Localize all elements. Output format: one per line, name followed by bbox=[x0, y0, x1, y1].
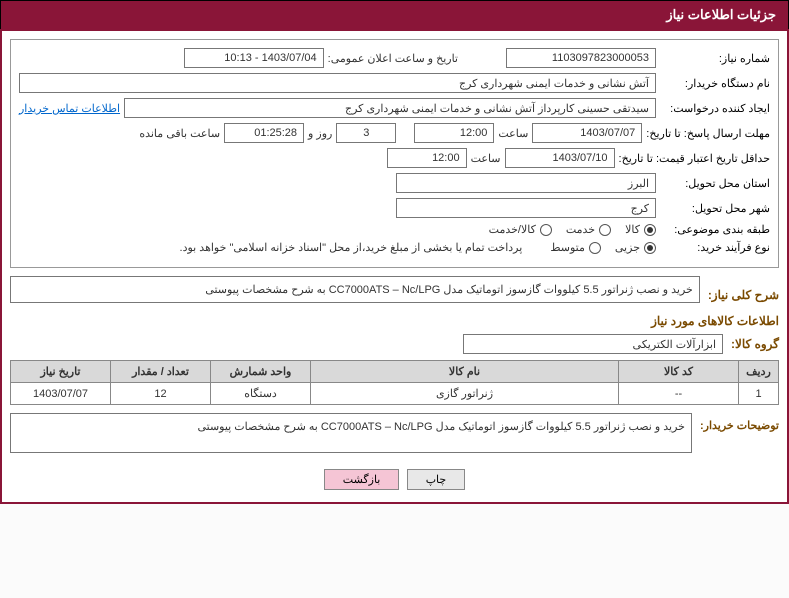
radio-goods[interactable]: کالا bbox=[625, 223, 656, 236]
table-row: 1 -- ژنراتور گازی دستگاه 12 1403/07/07 bbox=[11, 383, 779, 405]
requester-label: ایجاد کننده درخواست: bbox=[660, 102, 770, 115]
process-radios: جزیی متوسط bbox=[550, 241, 656, 254]
group-label: گروه کالا: bbox=[731, 337, 779, 351]
th-unit: واحد شمارش bbox=[211, 361, 311, 383]
radio-icon bbox=[644, 242, 656, 254]
th-code: کد کالا bbox=[619, 361, 739, 383]
form-area: شماره نیاز: 1103097823000053 تاریخ و ساع… bbox=[10, 39, 779, 268]
radio-partial-label: جزیی bbox=[615, 241, 640, 254]
cell-date: 1403/07/07 bbox=[11, 383, 111, 405]
cell-unit: دستگاه bbox=[211, 383, 311, 405]
radio-icon bbox=[599, 224, 611, 236]
need-no-label: شماره نیاز: bbox=[660, 52, 770, 65]
city-field: کرج bbox=[396, 198, 656, 218]
contact-link[interactable]: اطلاعات تماس خریدار bbox=[19, 102, 120, 115]
deadline-label: مهلت ارسال پاسخ: تا تاریخ: bbox=[646, 127, 770, 140]
cell-row: 1 bbox=[739, 383, 779, 405]
process-label: نوع فرآیند خرید: bbox=[660, 241, 770, 254]
radio-icon bbox=[644, 224, 656, 236]
radio-gs-label: کالا/خدمت bbox=[489, 223, 536, 236]
province-label: استان محل تحویل: bbox=[660, 177, 770, 190]
th-qty: تعداد / مقدار bbox=[111, 361, 211, 383]
validity-label: حداقل تاریخ اعتبار قیمت: تا تاریخ: bbox=[619, 152, 770, 165]
days-remaining: 3 bbox=[336, 123, 396, 143]
deadline-date: 1403/07/07 bbox=[532, 123, 642, 143]
cell-code: -- bbox=[619, 383, 739, 405]
requester-field: سیدتقی حسینی کارپرداز آتش نشانی و خدمات … bbox=[124, 98, 656, 118]
time-label-1: ساعت bbox=[498, 127, 528, 140]
countdown: 01:25:28 bbox=[224, 123, 304, 143]
goods-table: ردیف کد کالا نام کالا واحد شمارش تعداد /… bbox=[10, 360, 779, 405]
summary-box: خرید و نصب ژنراتور 5.5 کیلووات گازسوز ات… bbox=[10, 276, 700, 303]
buyer-notes: توضیحات خریدار: خرید و نصب ژنراتور 5.5 ک… bbox=[10, 413, 779, 453]
need-no-field: 1103097823000053 bbox=[506, 48, 656, 68]
table-header-row: ردیف کد کالا نام کالا واحد شمارش تعداد /… bbox=[11, 361, 779, 383]
radio-medium-label: متوسط bbox=[550, 241, 585, 254]
category-label: طبقه بندی موضوعی: bbox=[660, 223, 770, 236]
radio-goods-service[interactable]: کالا/خدمت bbox=[489, 223, 552, 236]
summary-label: شرح کلی نیاز: bbox=[708, 282, 779, 302]
buyer-notes-label: توضیحات خریدار: bbox=[700, 413, 779, 432]
countdown-suffix: ساعت باقی مانده bbox=[139, 127, 220, 140]
group-field: ابزارآلات الکتریکی bbox=[463, 334, 723, 354]
back-button[interactable]: بازگشت bbox=[324, 469, 400, 490]
announce-field: 1403/07/04 - 10:13 bbox=[184, 48, 324, 68]
announce-label: تاریخ و ساعت اعلان عمومی: bbox=[328, 52, 458, 65]
radio-goods-label: کالا bbox=[625, 223, 640, 236]
cell-qty: 12 bbox=[111, 383, 211, 405]
th-row: ردیف bbox=[739, 361, 779, 383]
main-panel: شماره نیاز: 1103097823000053 تاریخ و ساع… bbox=[0, 29, 789, 504]
th-name: نام کالا bbox=[311, 361, 619, 383]
radio-service-label: خدمت bbox=[566, 223, 595, 236]
cell-name: ژنراتور گازی bbox=[311, 383, 619, 405]
print-button[interactable]: چاپ bbox=[407, 469, 466, 490]
panel-header: جزئیات اطلاعات نیاز bbox=[0, 0, 789, 29]
radio-medium[interactable]: متوسط bbox=[550, 241, 601, 254]
buyer-notes-box: خرید و نصب ژنراتور 5.5 کیلووات گازسوز ات… bbox=[10, 413, 692, 453]
time-label-2: ساعت bbox=[471, 152, 501, 165]
radio-icon bbox=[589, 242, 601, 254]
th-date: تاریخ نیاز bbox=[11, 361, 111, 383]
payment-note: پرداخت تمام یا بخشی از مبلغ خرید،از محل … bbox=[180, 241, 523, 254]
province-field: البرز bbox=[396, 173, 656, 193]
validity-time: 12:00 bbox=[387, 148, 467, 168]
city-label: شهر محل تحویل: bbox=[660, 202, 770, 215]
buyer-field: آتش نشانی و خدمات ایمنی شهرداری کرج bbox=[19, 73, 656, 93]
goods-section-title: اطلاعات کالاهای مورد نیاز bbox=[2, 314, 779, 328]
buyer-label: نام دستگاه خریدار: bbox=[660, 77, 770, 90]
category-radios: کالا خدمت کالا/خدمت bbox=[489, 223, 656, 236]
footer-buttons: چاپ بازگشت bbox=[2, 461, 787, 502]
deadline-time: 12:00 bbox=[414, 123, 494, 143]
radio-service[interactable]: خدمت bbox=[566, 223, 611, 236]
validity-date: 1403/07/10 bbox=[505, 148, 615, 168]
radio-partial[interactable]: جزیی bbox=[615, 241, 656, 254]
days-sep: روز و bbox=[308, 127, 332, 140]
panel-title: جزئیات اطلاعات نیاز bbox=[666, 7, 776, 22]
radio-icon bbox=[540, 224, 552, 236]
